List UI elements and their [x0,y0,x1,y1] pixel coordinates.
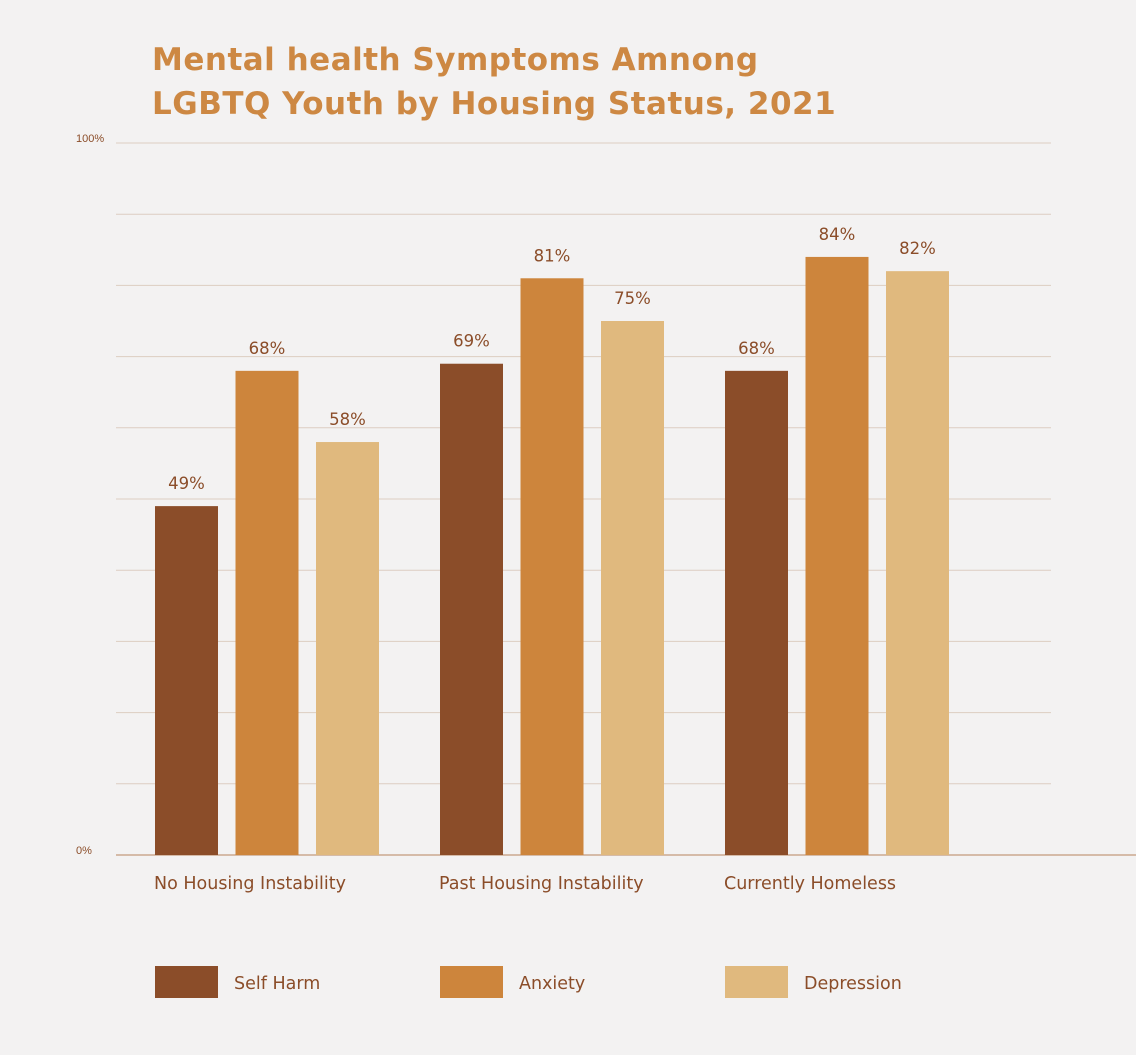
bar-anxiety-no-housing-instability [235,370,299,855]
bars [155,256,949,855]
bar-self-harm-past-housing-instability [440,363,503,855]
category-label-currently-homeless: Currently Homeless [724,874,896,894]
category-label-no-housing-instability: No Housing Instability [154,874,346,894]
legend-swatch-self-harm [155,966,218,998]
data-label-depression-past-housing-instability: 75% [614,289,651,308]
legend-swatch-anxiety [440,966,503,998]
legend-label-anxiety: Anxiety [519,974,585,994]
chart-title-line-2: LGBTQ Youth by Housing Status, 2021 [152,86,836,122]
data-labels: 49% 68% 58% 69% 81% 75% 68% 84% 82% [168,225,936,493]
data-label-anxiety-past-housing-instability: 81% [534,246,571,265]
chart-title-line-1: Mental health Symptoms Amnong [152,42,759,78]
chart-title: Mental health Symptoms Amnong LGBTQ Yout… [152,42,836,122]
bar-depression-currently-homeless [886,271,949,855]
legend-swatch-depression [725,966,788,998]
data-label-self-harm-past-housing-instability: 69% [453,332,490,351]
legend-label-self-harm: Self Harm [234,974,320,994]
legend: Self Harm Anxiety Depression [155,966,902,998]
x-axis-category-labels: No Housing Instability Past Housing Insta… [154,874,896,894]
bar-anxiety-past-housing-instability [520,278,584,855]
category-label-past-housing-instability: Past Housing Instability [439,874,644,894]
data-label-anxiety-no-housing-instability: 68% [249,339,286,358]
bar-self-harm-no-housing-instability [155,506,218,855]
data-label-depression-no-housing-instability: 58% [329,410,366,429]
bar-depression-no-housing-instability [316,442,379,855]
data-label-self-harm-no-housing-instability: 49% [168,474,205,493]
y-tick-label-100: 100% [76,133,104,145]
data-label-self-harm-currently-homeless: 68% [738,339,775,358]
bar-anxiety-currently-homeless [805,256,869,855]
bar-depression-past-housing-instability [601,321,664,855]
data-label-depression-currently-homeless: 82% [899,239,936,258]
data-label-anxiety-currently-homeless: 84% [819,225,856,244]
y-tick-label-0: 0% [76,845,92,857]
bar-self-harm-currently-homeless [725,370,788,855]
legend-label-depression: Depression [804,974,902,994]
